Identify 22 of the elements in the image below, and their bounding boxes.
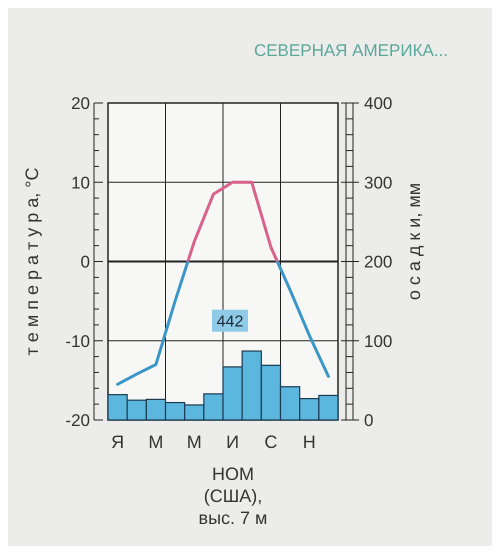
- y-tick-label: -10: [65, 332, 90, 351]
- y2-tick-label: 0: [364, 411, 374, 430]
- x-tick-label: М: [186, 432, 202, 452]
- y2-tick-label: 400: [364, 94, 392, 113]
- y2-tick-label: 200: [364, 252, 392, 272]
- x-tick-label: С: [264, 432, 278, 452]
- annotation: 442: [216, 314, 244, 331]
- y2-tick-label: 300: [364, 173, 392, 192]
- y-tick-label: 0: [80, 252, 90, 272]
- y-tick-label: 20: [71, 94, 90, 113]
- y-axis-title: т е м п е р а т у р а, °С: [22, 168, 42, 356]
- y2-axis-title: о с а д к и, мм: [404, 182, 424, 300]
- x-axis-title: НОМ (США), выс. 7 м: [198, 464, 268, 528]
- y-tick-label: -20: [65, 411, 90, 430]
- y-tick-label: 10: [71, 173, 90, 192]
- x-tick-label: Н: [302, 432, 316, 452]
- chart-title: СЕВЕРНАЯ АМЕРИКА...: [254, 41, 448, 60]
- x-tick-label: И: [226, 432, 240, 452]
- x-tick-label: М: [148, 432, 164, 452]
- y2-tick-label: 100: [364, 332, 392, 351]
- line-series: [116, 180, 330, 386]
- x-tick-label: Я: [111, 432, 124, 452]
